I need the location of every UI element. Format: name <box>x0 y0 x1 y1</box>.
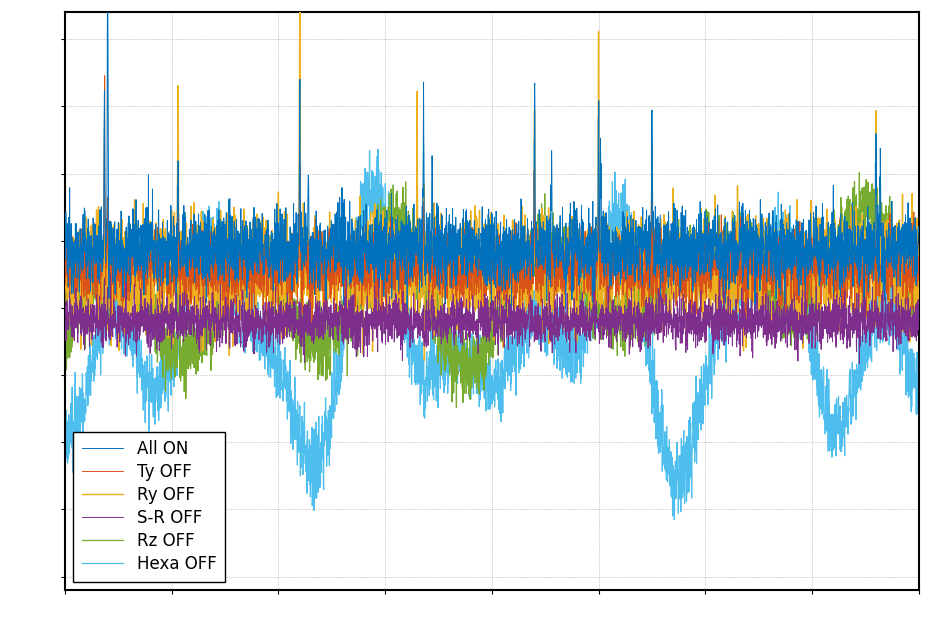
Ty OFF <box>117 327 128 335</box>
S-R OFF <box>105 271 116 278</box>
S-R OFF <box>912 325 923 333</box>
Hexa OFF <box>418 368 429 375</box>
Ry OFF <box>886 222 897 230</box>
Rz OFF <box>417 260 428 268</box>
Rz OFF <box>886 240 897 247</box>
Hexa OFF <box>464 396 476 403</box>
Ty OFF <box>464 256 476 263</box>
Legend: All ON, Ty OFF, Ry OFF, S-R OFF, Rz OFF, Hexa OFF: All ON, Ty OFF, Ry OFF, S-R OFF, Rz OFF,… <box>73 432 224 582</box>
Rz OFF <box>912 260 923 268</box>
Line: Rz OFF: Rz OFF <box>65 173 918 407</box>
Rz OFF <box>59 326 70 333</box>
Rz OFF <box>853 169 864 176</box>
Ry OFF <box>59 298 70 306</box>
Line: Hexa OFF: Hexa OFF <box>65 149 918 519</box>
Ry OFF <box>425 258 436 265</box>
All ON <box>886 243 897 250</box>
Rz OFF <box>464 354 476 361</box>
S-R OFF <box>853 360 864 367</box>
Line: Ry OFF: Ry OFF <box>65 11 918 360</box>
Ty OFF <box>99 72 110 79</box>
All ON <box>401 315 413 323</box>
Hexa OFF <box>668 515 679 523</box>
All ON <box>464 229 476 236</box>
Ry OFF <box>294 7 305 15</box>
Ty OFF <box>418 220 429 228</box>
S-R OFF <box>418 302 429 309</box>
All ON <box>844 247 855 255</box>
Rz OFF <box>451 404 462 411</box>
All ON <box>425 254 436 261</box>
Hexa OFF <box>679 441 691 448</box>
Ry OFF <box>679 276 691 283</box>
Ry OFF <box>418 191 429 199</box>
S-R OFF <box>844 343 855 351</box>
Hexa OFF <box>844 366 855 373</box>
Ry OFF <box>912 308 923 315</box>
Ty OFF <box>886 246 897 253</box>
Ty OFF <box>59 244 70 252</box>
Ty OFF <box>679 247 691 254</box>
S-R OFF <box>464 312 476 320</box>
Ry OFF <box>464 272 476 279</box>
Rz OFF <box>844 239 855 247</box>
S-R OFF <box>886 282 897 289</box>
All ON <box>418 152 429 160</box>
Line: S-R OFF: S-R OFF <box>65 274 918 363</box>
All ON <box>679 230 691 238</box>
Ty OFF <box>425 255 436 263</box>
Hexa OFF <box>59 436 70 443</box>
Line: Ty OFF: Ty OFF <box>65 76 918 331</box>
Rz OFF <box>679 225 690 232</box>
S-R OFF <box>425 317 436 324</box>
Line: All ON: All ON <box>65 0 918 319</box>
Ty OFF <box>912 253 923 261</box>
Rz OFF <box>425 283 436 290</box>
S-R OFF <box>59 299 70 307</box>
Hexa OFF <box>425 347 436 354</box>
Hexa OFF <box>372 145 383 153</box>
Ry OFF <box>418 356 429 364</box>
Ry OFF <box>844 226 855 233</box>
Ty OFF <box>844 251 855 258</box>
All ON <box>59 249 70 256</box>
Hexa OFF <box>912 388 923 395</box>
S-R OFF <box>679 307 690 314</box>
Hexa OFF <box>886 296 897 304</box>
All ON <box>912 229 923 236</box>
